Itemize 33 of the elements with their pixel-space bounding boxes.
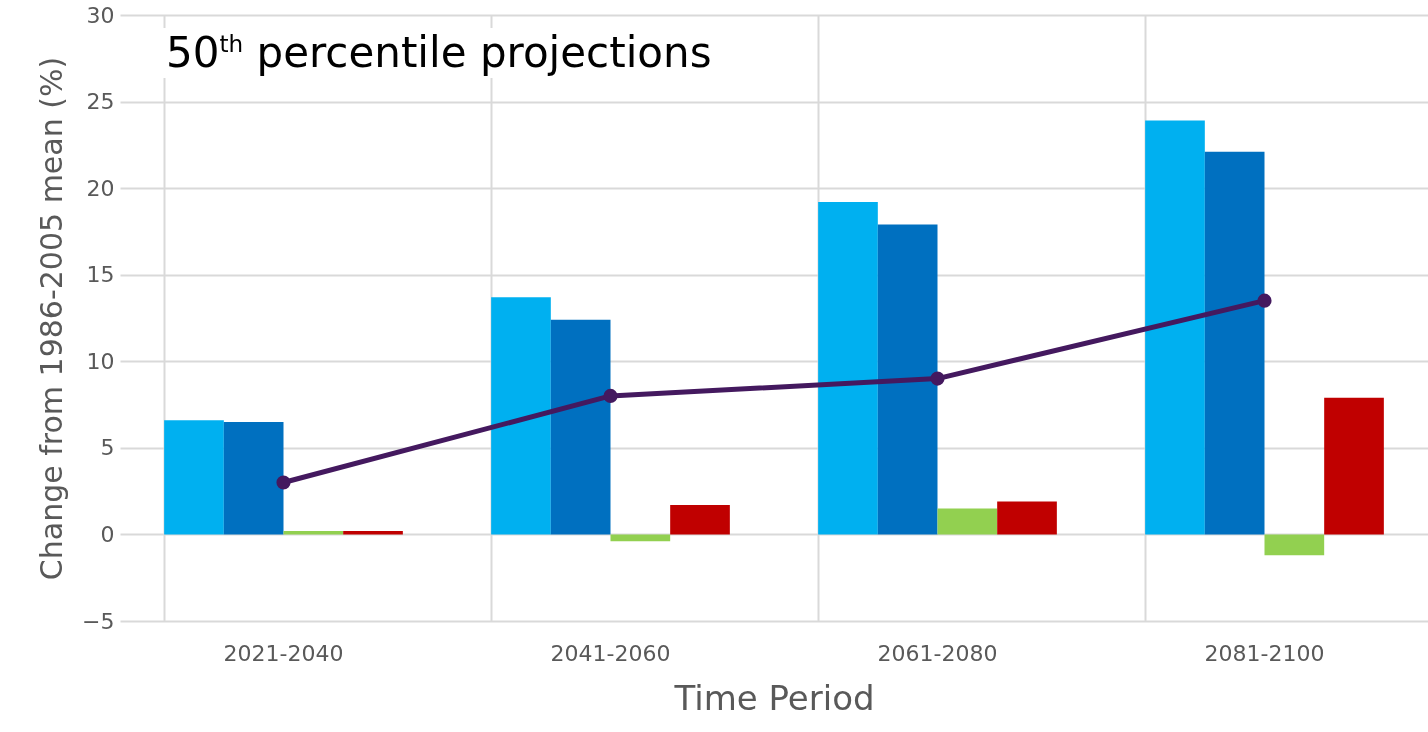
x-tick-label: 2041-2060 <box>550 640 671 666</box>
y-tick-label: 0 <box>100 521 115 547</box>
bar <box>1324 397 1384 535</box>
x-tick-label: 2061-2080 <box>877 640 998 666</box>
bar <box>1264 534 1325 556</box>
bar <box>491 297 551 535</box>
y-tick-label: 15 <box>86 262 115 288</box>
bar <box>550 319 611 535</box>
bar <box>610 534 671 542</box>
y-tick-label: 30 <box>86 2 115 28</box>
y-tick-label: 10 <box>86 348 115 374</box>
bar <box>818 201 878 535</box>
bar <box>1204 151 1265 535</box>
bar <box>670 504 730 535</box>
point <box>1257 293 1272 308</box>
y-axis-title: Change from 1986-2005 mean (%) <box>34 56 70 581</box>
bar <box>997 501 1057 535</box>
bar <box>1145 120 1205 535</box>
point <box>276 475 291 490</box>
bar <box>877 224 938 535</box>
y-tick-label: 20 <box>86 175 115 201</box>
y-tick-label: 25 <box>86 89 115 115</box>
x-tick-label: 2021-2040 <box>223 640 344 666</box>
x-axis-title: Time Period <box>673 677 875 718</box>
point <box>603 388 618 403</box>
point <box>930 371 945 386</box>
y-tick-label: −5 <box>82 608 115 634</box>
y-tick-label: 5 <box>100 435 115 461</box>
bar <box>164 420 224 535</box>
bar <box>937 508 998 535</box>
bar <box>223 421 284 535</box>
chart-title: 50$^{th}$ percentile projections <box>160 28 718 79</box>
x-tick-label: 2081-2100 <box>1204 640 1325 666</box>
